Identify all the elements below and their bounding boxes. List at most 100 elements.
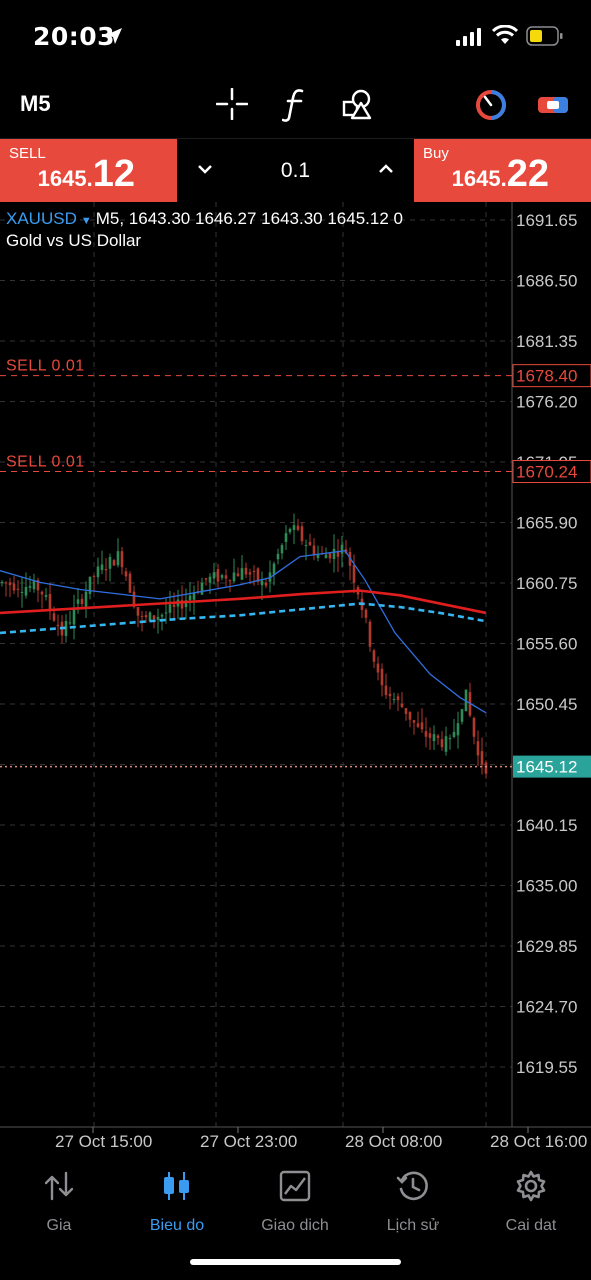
buy-price-pips: 22 (506, 153, 549, 195)
chart-info-line: XAUUSD ▼ M5, 1643.30 1646.27 1643.30 1645.… (6, 209, 403, 229)
toggle-icon[interactable] (536, 88, 570, 122)
candle-body (376, 663, 380, 673)
candle-body (48, 594, 52, 610)
candle-body (436, 735, 440, 738)
symbol-name[interactable]: XAUUSD (6, 209, 77, 228)
candle-body (264, 582, 268, 586)
tab-quotes[interactable]: Gia (4, 1169, 114, 1235)
candle-body (428, 733, 432, 738)
candle-body (308, 541, 312, 546)
candle-body (312, 545, 316, 556)
candle-body (484, 762, 488, 774)
candle-body (20, 591, 24, 593)
objects-icon[interactable] (342, 88, 374, 120)
candle-body (136, 607, 140, 616)
candle-body (408, 711, 412, 720)
candle-body (404, 708, 408, 714)
candle-body (324, 554, 328, 559)
price-axis-label: 1665.90 (516, 514, 577, 533)
candle-body (424, 731, 428, 737)
tab-settings[interactable]: Cai dat (476, 1169, 586, 1235)
moving-average-cyan (0, 602, 487, 635)
candle-body (148, 612, 152, 622)
time-axis-label: 28 Oct 08:00 (345, 1132, 442, 1151)
candle-body (172, 604, 176, 607)
candle-body (284, 533, 288, 542)
candle-body (300, 526, 304, 542)
price-axis-label: 1650.45 (516, 695, 577, 714)
candle-body (336, 552, 340, 557)
lot-value[interactable]: 0.1 (280, 159, 311, 182)
candle-body (128, 573, 132, 593)
candle-body (416, 723, 420, 727)
candle-body (304, 544, 308, 546)
candle-body (392, 698, 396, 700)
symbol-dropdown-icon[interactable]: ▼ (80, 215, 92, 227)
sell-price-main: 1645. (37, 166, 93, 191)
candle-body (208, 576, 212, 583)
crosshair-icon[interactable] (216, 88, 248, 120)
price-chart[interactable]: 1691.651686.501681.351676.201671.051665.… (0, 202, 591, 1157)
candle-body (432, 734, 436, 742)
candle-body (440, 739, 444, 748)
tab-trade-label: Giao dich (261, 1217, 329, 1234)
tab-chart[interactable]: Bieu do (122, 1169, 232, 1235)
sell-label: SELL (9, 145, 46, 162)
buy-button[interactable]: Buy 1645.22 (414, 139, 591, 202)
candle-body (116, 551, 120, 566)
candle-body (216, 569, 220, 582)
order-line-label: SELL 0.01 (6, 358, 85, 375)
candle-body (28, 586, 32, 588)
candle-body (36, 580, 40, 591)
candle-body (292, 525, 296, 530)
candle-body (368, 621, 372, 647)
tab-quotes-label: Gia (46, 1217, 72, 1234)
candle-body (104, 568, 108, 571)
ohlc-text: M5, 1643.30 1646.27 1643.30 1645.12 0 (95, 209, 403, 228)
candle-body (72, 607, 76, 625)
candle-body (164, 612, 168, 614)
candle-body (316, 554, 320, 558)
candle-body (24, 587, 28, 596)
bottom-tab-bar: Gia Bieu do Giao dich Lịch sử Cai dat (0, 1157, 591, 1280)
settings-icon (516, 1170, 546, 1202)
candle-body (188, 595, 192, 601)
candle-body (380, 668, 384, 686)
candle-body (412, 720, 416, 723)
timeframe-button[interactable]: M5 (20, 91, 51, 116)
symbol-description: Gold vs US Dollar (6, 231, 142, 250)
candle-body (384, 685, 388, 695)
order-price-label: 1678.40 (516, 367, 577, 386)
sell-button[interactable]: SELL 1645.12 (0, 139, 177, 202)
price-axis-label: 1655.60 (516, 635, 577, 654)
tab-chart-label: Bieu do (149, 1217, 205, 1234)
candle-body (388, 693, 392, 697)
home-indicator (190, 1259, 401, 1265)
candle-body (76, 599, 80, 604)
candle-body (12, 583, 16, 591)
tab-trade[interactable]: Giao dich (240, 1169, 350, 1235)
candle-body (444, 736, 448, 752)
trade-clock-icon[interactable] (474, 88, 508, 122)
price-axis-label: 1624.70 (516, 998, 577, 1017)
price-axis-label: 1676.20 (516, 393, 577, 412)
current-price-label: 1645.12 (516, 758, 577, 777)
tab-history[interactable]: Lịch sử (358, 1169, 468, 1235)
status-bar: 20:03 (0, 0, 591, 76)
price-axis-label: 1686.50 (516, 272, 577, 291)
chevron-up-icon[interactable] (378, 161, 394, 177)
history-icon (396, 1171, 428, 1201)
candle-body (400, 703, 404, 708)
candle-body (84, 591, 88, 607)
candle-body (272, 563, 276, 575)
price-axis-label: 1635.00 (516, 877, 577, 896)
candle-body (420, 722, 424, 730)
chart-canvas[interactable]: 1691.651686.501681.351676.201671.051665.… (0, 202, 591, 1157)
wifi-icon (492, 25, 518, 44)
candle-body (112, 560, 116, 566)
chart-toolbar: M5 (0, 76, 591, 139)
indicator-f-icon[interactable] (282, 88, 308, 122)
candle-body (328, 553, 332, 559)
chevron-down-icon[interactable] (197, 161, 213, 177)
candle-body (132, 591, 136, 607)
